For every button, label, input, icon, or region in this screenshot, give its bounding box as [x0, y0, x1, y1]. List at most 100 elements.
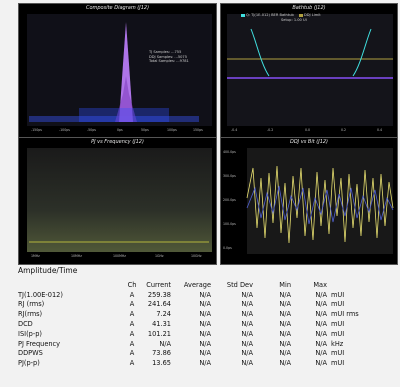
x-tick: -50ps: [87, 128, 96, 132]
x-tick: 1MHz: [31, 254, 40, 258]
amplitude-time-section: Amplitude/Time Ch Current Average Std De…: [18, 266, 398, 384]
blue-trace: [246, 185, 394, 225]
table-row[interactable]: RJ(rms) A 7.24 N/A N/A N/A N/A mUI rms: [18, 309, 359, 319]
cell-average: N/A: [199, 339, 211, 348]
x-tick: -100ps: [59, 128, 70, 132]
cell-name: PJ Frequency: [18, 339, 61, 348]
cell-min: N/A: [279, 320, 291, 329]
yellow-trace: [246, 165, 394, 244]
cell-average: N/A: [199, 290, 211, 299]
cell-current: N/A: [159, 339, 171, 348]
cell-unit: kHz: [331, 339, 344, 348]
pane-title: Composite Diagram (J12): [85, 5, 150, 11]
pane-title: DDJ vs Bit (J12): [289, 139, 329, 145]
cell-std-dev: N/A: [241, 359, 253, 368]
cell-average: N/A: [199, 329, 211, 338]
table-header-row: Ch Current Average Std Dev Min Max: [18, 280, 359, 290]
table-row[interactable]: ISI(p-p) A 101.21 N/A N/A N/A N/A mUI: [18, 329, 359, 339]
cell-average: N/A: [199, 349, 211, 358]
cell-name: PJ(p-p): [18, 359, 40, 368]
cell-current: 13.65: [152, 359, 171, 368]
x-tick: 50ps: [141, 128, 149, 132]
legend-line: Q: TJ(1E-012) BER Bathtub: [246, 13, 294, 17]
cell-average: N/A: [199, 359, 211, 368]
table-row[interactable]: PJ Frequency A N/A N/A N/A N/A N/A kHz: [18, 339, 359, 349]
column-header: Ch: [127, 280, 137, 289]
cell-min: N/A: [279, 339, 291, 348]
x-tick: 0.4: [377, 128, 383, 132]
cell-std-dev: N/A: [241, 349, 253, 358]
cell-max: N/A: [315, 349, 327, 358]
cell-std-dev: N/A: [241, 329, 253, 338]
cell-current: 7.24: [156, 310, 171, 319]
cell-min: N/A: [279, 349, 291, 358]
legend-line: DDJ Limit: [303, 13, 321, 17]
cell-name: TJ(1.00E-012): [18, 290, 63, 299]
cell-max: N/A: [315, 290, 327, 299]
measurements-table: Ch Current Average Std Dev Min Max TJ(1.…: [18, 280, 359, 368]
cell-average: N/A: [199, 320, 211, 329]
x-tick: 0.0: [305, 128, 311, 132]
x-tick: 1GHz: [155, 254, 164, 258]
pj-frequency-pane[interactable]: PJ vs Frequency (J12) 1MHz 10MHz 100MHz …: [18, 137, 217, 265]
cell-name: DDPWS: [18, 349, 43, 358]
column-header: [18, 280, 123, 290]
x-tick: 100MHz: [113, 254, 126, 258]
cell-ch: A: [129, 290, 135, 299]
legend-line: DDJ Samples: ...5075: [149, 54, 188, 59]
legend-line: Setup: 1.00 UI: [281, 17, 307, 22]
bathtub-plot: [227, 14, 393, 126]
cell-std-dev: N/A: [241, 290, 253, 299]
x-tick: 10GHz: [191, 254, 202, 258]
y-tick: 400.0ps: [223, 150, 236, 154]
plot-area: [27, 148, 212, 252]
legend-swatch: [298, 13, 303, 17]
table-row[interactable]: DCD A 41.31 N/A N/A N/A N/A mUI: [18, 319, 359, 329]
cell-max: N/A: [315, 339, 327, 348]
cell-min: N/A: [279, 300, 291, 309]
cell-name: DCD: [18, 320, 33, 329]
cell-max: N/A: [315, 329, 327, 338]
cell-name: RJ(rms): [18, 310, 43, 319]
legend-swatch: [241, 13, 245, 17]
table-row[interactable]: RJ (rms) A 241.64 N/A N/A N/A N/A mUI: [18, 300, 359, 310]
cell-min: N/A: [279, 290, 291, 299]
x-tick: 150ps: [193, 128, 203, 132]
cell-current: 241.64: [147, 300, 171, 309]
right-bathtub-curve: [352, 28, 372, 77]
pane-title: Bathtub (J12): [292, 5, 326, 11]
left-bathtub-curve: [250, 28, 270, 77]
cell-ch: A: [129, 339, 135, 348]
cell-std-dev: N/A: [241, 320, 253, 329]
ddj-vs-bit-pane[interactable]: DDJ vs Bit (J12) 400.0ps 300.0ps 200.0ps…: [220, 137, 398, 265]
table-row[interactable]: PJ(p-p) A 13.65 N/A N/A N/A N/A mUI: [18, 358, 359, 368]
table-row[interactable]: DDPWS A 73.86 N/A N/A N/A N/A mUI: [18, 349, 359, 359]
legend-line: TJ Samples: ...755: [149, 50, 182, 54]
histogram-spread: [79, 108, 169, 122]
cell-ch: A: [129, 300, 135, 309]
pane-title: PJ vs Frequency (J12): [91, 139, 144, 145]
column-header: Min: [279, 280, 291, 289]
cell-ch: A: [129, 320, 135, 329]
x-tick: 10MHz: [71, 254, 82, 258]
cell-min: N/A: [279, 359, 291, 368]
cell-unit: mUI: [331, 349, 345, 358]
x-tick: -150ps: [31, 128, 42, 132]
section-title: Amplitude/Time: [18, 266, 78, 275]
bathtub-pane[interactable]: Bathtub (J12) Q: TJ(1E-012) BER Bathtub …: [220, 3, 398, 141]
cell-min: N/A: [279, 310, 291, 319]
cell-ch: A: [129, 359, 135, 368]
cell-current: 259.38: [147, 290, 171, 299]
cell-ch: A: [129, 310, 135, 319]
cell-std-dev: N/A: [241, 300, 253, 309]
cell-name: RJ (rms): [18, 300, 45, 309]
cell-max: N/A: [315, 320, 327, 329]
table-row[interactable]: TJ(1.00E-012) A 259.38 N/A N/A N/A N/A mUI: [18, 290, 359, 300]
cell-current: 41.31: [152, 320, 171, 329]
cell-unit: mUI: [331, 320, 345, 329]
baseline-band: [29, 116, 199, 122]
legend-line: Total Samples: ...9781: [149, 59, 189, 63]
cell-unit: mUI: [331, 300, 345, 309]
cell-unit: mUI: [331, 359, 345, 368]
composite-diagram-pane[interactable]: Composite Diagram (J12) TJ Samples: ...7…: [18, 3, 217, 141]
